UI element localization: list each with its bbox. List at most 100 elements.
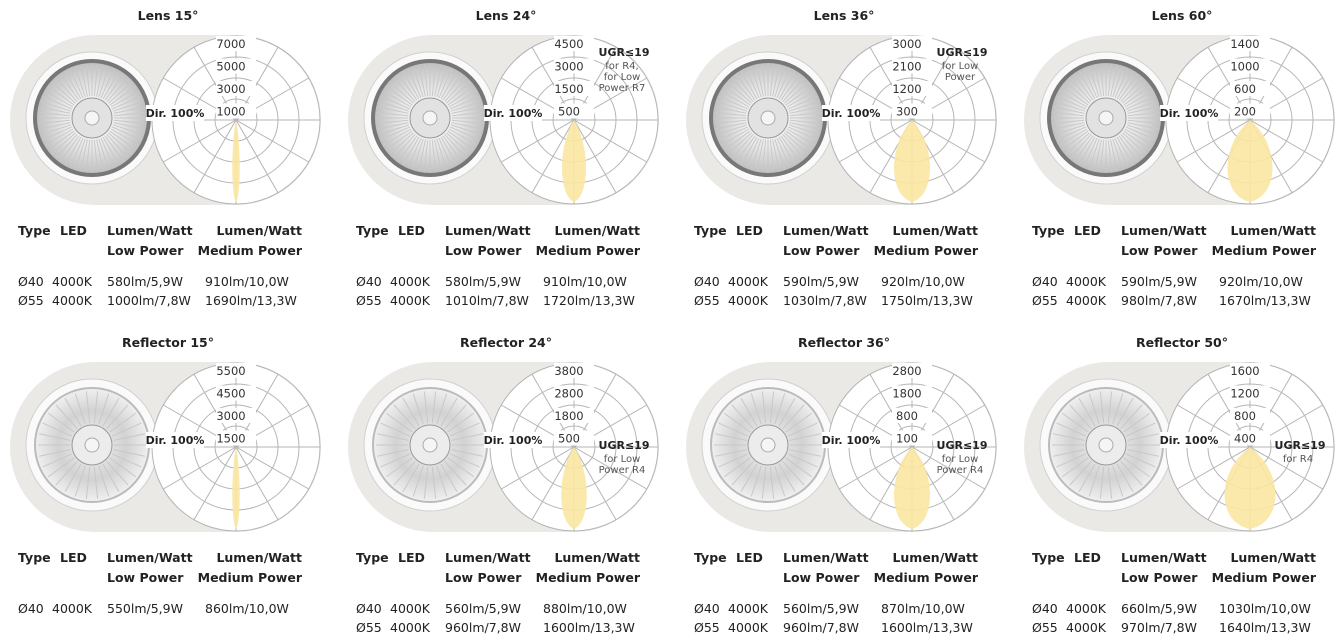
ugr-title: UGR≤19 [599, 439, 650, 452]
optic-facet [39, 122, 71, 130]
ring-label-bg [216, 36, 256, 51]
col-header: Lumen/Watt [554, 550, 640, 565]
optic-facet [402, 136, 420, 166]
optic-facet [80, 139, 88, 171]
col-header: Low Power [783, 570, 860, 585]
optic-facet [1078, 397, 1096, 427]
ring-label-bg [554, 408, 594, 423]
optic-facet [740, 463, 758, 493]
optic-facet [423, 139, 429, 172]
optic-facet [774, 393, 786, 425]
table-cell: 4000K [728, 601, 769, 616]
ring-label-bg [554, 103, 594, 119]
optic-facet [386, 412, 413, 433]
ring-label: 3000 [892, 37, 921, 51]
optic-facet [1112, 465, 1124, 497]
optic-facet [377, 122, 409, 130]
optic-facet [402, 397, 420, 427]
optic-facet [1058, 128, 1088, 146]
col-header: Low Power [107, 243, 184, 258]
optic-facet [74, 138, 86, 170]
product-panel: Reflector 24°3800 2800 1800 500 Dir. 100% UGR… [348, 335, 659, 635]
optic-facet [1125, 453, 1156, 468]
optic-facet [778, 397, 796, 427]
table-cell: 920lm/10,0W [1219, 274, 1303, 289]
optic-facet [42, 453, 73, 468]
optic-facet [98, 465, 110, 497]
optic-facet [1062, 130, 1089, 151]
optic-led [760, 110, 776, 126]
optic-facet [442, 74, 463, 101]
table-cell: 4000K [52, 274, 93, 289]
optic-facet [431, 466, 437, 499]
beam-shape [232, 120, 240, 202]
optic-facet [98, 138, 110, 170]
optic-facet [51, 81, 76, 104]
col-header: Lumen/Watt [1230, 223, 1316, 238]
table-cell: 1640lm/13,3W [1219, 620, 1311, 635]
optic-facet [1062, 412, 1089, 433]
ring-label: 1800 [554, 409, 583, 423]
optic-facet [55, 461, 78, 486]
optic-facet [113, 106, 145, 114]
table-cell: Ø55 [1032, 293, 1058, 308]
optic-facet [106, 134, 129, 159]
optic-facet [1099, 64, 1105, 97]
table-cell: Ø40 [18, 274, 44, 289]
optic-facet [1127, 433, 1159, 441]
ring-label-bg [216, 103, 256, 119]
ring-label-bg [892, 385, 932, 401]
optic-facet [51, 132, 76, 155]
optic-facet [1088, 393, 1100, 425]
optic-facet [776, 68, 791, 99]
optic-facet [1083, 137, 1098, 168]
table-cell: 580lm/5,9W [445, 274, 521, 289]
optic-facet [436, 138, 448, 170]
table-cell: Ø55 [694, 293, 720, 308]
optic-facet [64, 136, 82, 166]
optic-facet [106, 461, 129, 486]
col-header: Type [694, 550, 727, 565]
ring-label-bg [216, 81, 256, 96]
optic-facet [378, 100, 410, 112]
table-cell: 4000K [52, 293, 93, 308]
product-panel: Lens 36° 3000 2100 1200 300 Dir. 100% UGR≤19 fo… [686, 8, 997, 308]
optic-facet [724, 130, 751, 151]
ring-label: 1200 [892, 82, 921, 96]
col-header: Lumen/Watt [554, 223, 640, 238]
table-cell: Ø55 [356, 620, 382, 635]
optic-facet [788, 100, 820, 112]
optic-facet [109, 130, 136, 151]
optic-facet [431, 139, 437, 172]
optic-facet [1088, 138, 1100, 170]
optic-facet [74, 66, 86, 98]
optic-facet [1118, 135, 1139, 162]
ring-label-bg [892, 58, 932, 74]
optic-facet [1116, 136, 1134, 166]
beam-shape [894, 120, 930, 202]
optic-facet [769, 64, 775, 97]
beam-shape [232, 447, 240, 529]
optic-facet [74, 465, 86, 497]
col-header: LED [1074, 550, 1101, 565]
optic-facet [39, 449, 71, 457]
optic-facet [718, 95, 749, 110]
table-cell: 1600lm/13,3W [881, 620, 973, 635]
optic-facet [1125, 126, 1156, 141]
optic-facet [715, 106, 747, 114]
optic-facet [1122, 81, 1147, 104]
optic-facet [1127, 449, 1159, 457]
optic-facet [1054, 124, 1086, 136]
optic-facet [718, 126, 749, 141]
table-cell: 560lm/5,9W [783, 601, 859, 616]
optic-facet [48, 412, 75, 433]
optic-facet [111, 126, 142, 141]
optic-facet [774, 465, 786, 497]
optic-facet [412, 393, 424, 425]
optic-facet [1065, 132, 1090, 155]
optic-facet [450, 100, 482, 112]
optic-facet [1125, 422, 1156, 437]
optic-facet [44, 90, 74, 108]
table-cell: 910lm/10,0W [543, 274, 627, 289]
optic-facet [48, 85, 75, 106]
